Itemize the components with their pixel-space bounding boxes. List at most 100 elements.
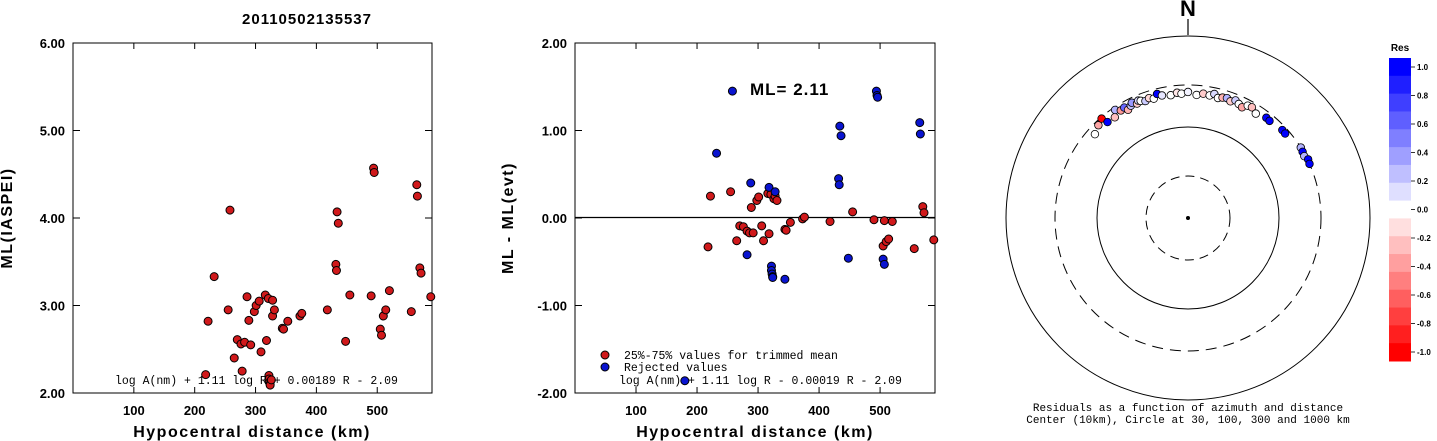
epicenter-dot [1186,216,1190,220]
y-tick-label: -2.00 [537,386,567,401]
data-point [256,347,266,357]
ml-annotation: ML= 2.11 [750,80,829,99]
data-point [764,229,774,239]
ring-1000km [1005,35,1371,401]
colorbar-cell [1389,147,1411,166]
colorbar-tick-label: -0.4 [1417,263,1431,272]
data-point [345,290,355,300]
ring-30km [1145,175,1231,261]
station-marker [1103,117,1112,127]
colorbar-tick-label: 0.4 [1417,149,1429,158]
data-point [884,234,894,244]
data-point [919,208,929,218]
residual-plot-ylabel: ML - ML(evt) [500,162,517,274]
x-tick-label: 300 [747,403,769,418]
data-point [843,253,853,263]
colorbar-cell [1389,271,1411,291]
station-marker [1280,129,1290,138]
x-tick-label: 300 [245,403,267,418]
station-marker [1247,103,1257,112]
data-point [261,336,271,345]
data-point [244,315,254,325]
data-point [764,182,774,192]
data-point [416,268,426,278]
colorbar-cell [1389,164,1411,184]
colorbar-cell [1389,236,1411,255]
data-point [412,191,422,201]
figure-title: 20110502135537 [242,11,372,28]
data-point [759,236,769,246]
data-point [742,250,752,260]
data-point [333,218,343,228]
colorbar-tick-label: 0.8 [1417,92,1429,101]
north-label: N [1180,0,1196,21]
colorbar-cell [1389,111,1411,130]
colorbar-cell [1389,289,1411,309]
data-point [366,291,376,301]
data-point [225,205,235,215]
colorbar-tick-label: 0.0 [1417,206,1429,215]
data-point [269,305,279,315]
residual-plot-x-ticks: 100 200 300 400 500 [625,43,891,418]
colorbar-tick-label: -0.8 [1417,320,1431,329]
colorbar-cell [1389,254,1411,273]
ml-plot-y-ticks: 2.00 3.00 4.00 5.00 6.00 [40,36,432,401]
colorbar-cell [1389,200,1411,219]
data-point [426,292,436,302]
data-point [242,292,252,302]
y-tick-label: 0.00 [542,211,567,226]
colorbar-ticks: 1.0 0.8 0.6 0.4 0.2 0.0 -0.2 -0.4 -0.6 -0.8 -1.0 [1411,63,1431,357]
data-point [406,307,416,317]
colorbar-cell [1389,58,1411,77]
polar-plot: N Residuals as a function of azimuth and… [1005,0,1371,427]
station-marker [1090,129,1100,139]
data-point [209,272,219,282]
data-point [873,92,883,102]
data-point [835,121,845,131]
y-tick-label: 5.00 [40,124,65,139]
colorbar-tick-label: -0.6 [1417,291,1431,300]
data-point [223,305,233,315]
colorbar-cell [1389,182,1411,202]
data-point [770,187,780,197]
residual-plot-equation: log A(nm) + 1.11 log R - 0.00019 R - 2.0… [619,375,902,388]
data-point [705,191,715,201]
colorbar-title: Res [1391,43,1410,54]
data-point [297,308,307,318]
ml-plot-x-ticks: 100 200 300 400 500 [123,43,388,418]
data-point [879,216,889,226]
data-point [915,118,925,128]
residual-plot-points [680,86,939,386]
data-point [915,129,925,139]
x-tick-label: 100 [123,403,145,418]
data-point [754,192,764,202]
data-point [726,187,736,197]
legend-label-trimmed: 25%-75% values for trimmed mean [624,350,838,363]
ml-plot-points [201,163,436,390]
colorbar-tick-label: 0.2 [1417,177,1429,186]
ml-plot-ylabel: ML(IASPEI) [0,167,16,268]
y-tick-label: -1.00 [537,299,567,314]
data-point [768,273,778,282]
station-marker [1251,109,1260,118]
data-point [879,259,889,269]
data-point [799,212,809,222]
data-point [848,207,858,217]
ml-plot: 100 200 300 400 500 2.00 3.00 4.00 5.00 6.00 Hyp… [0,36,436,441]
colorbar-cell [1389,325,1411,344]
station-marker [1183,87,1193,97]
data-point [746,178,756,188]
station-marker [1265,116,1274,126]
data-point [201,370,211,380]
data-point [781,225,791,235]
data-point [780,274,790,284]
x-tick-label: 400 [306,403,328,418]
data-point [376,330,386,340]
legend-label-rejected: Rejected values [624,362,728,375]
data-point [331,266,341,275]
y-tick-label: 2.00 [40,386,65,401]
data-point [332,207,342,217]
ring-100km [1096,126,1280,310]
x-tick-label: 500 [366,403,388,418]
